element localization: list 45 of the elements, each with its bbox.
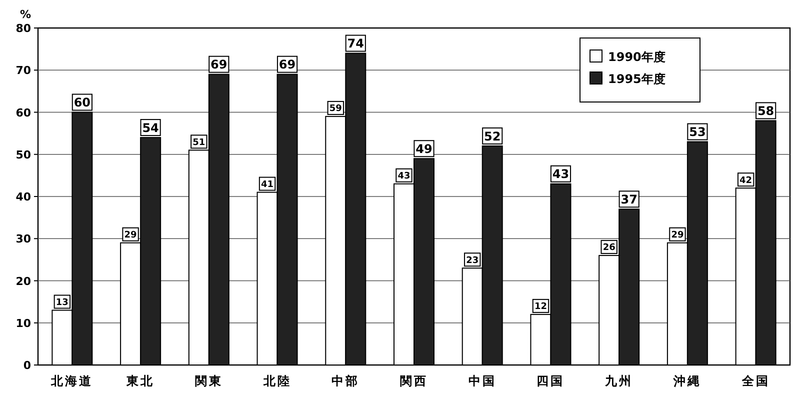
data-label: 49 (416, 142, 432, 156)
x-tick-label: 中部 (332, 374, 360, 388)
y-tick-label: 60 (16, 106, 32, 120)
data-label: 59 (329, 104, 342, 114)
x-tick-label: 関東 (194, 374, 223, 388)
data-label: 69 (210, 58, 228, 72)
data-label: 26 (602, 243, 616, 254)
data-label: 29 (671, 230, 684, 241)
x-tick-label: 中国 (468, 374, 496, 388)
data-label: 29 (124, 230, 137, 241)
data-label: 53 (689, 125, 706, 140)
x-tick-label: 四国 (536, 374, 565, 388)
data-label: 74 (347, 36, 364, 51)
x-tick-label: 全国 (740, 374, 770, 388)
data-label: 37 (620, 192, 638, 206)
y-tick-label: 80 (16, 22, 32, 35)
data-label: 12 (534, 302, 547, 312)
x-tick-label: 北陸 (262, 374, 292, 388)
data-label: 13 (56, 298, 68, 308)
x-tick-label: 北海道 (50, 374, 94, 388)
y-tick-label: 0 (23, 359, 32, 372)
data-label: 54 (142, 120, 159, 135)
x-tick-label: 東北 (126, 374, 155, 388)
legend-label: 1995年度 (608, 72, 666, 86)
data-label: 51 (192, 138, 206, 148)
y-axis-title: % (20, 8, 32, 21)
x-tick-label: 沖縄 (672, 374, 702, 388)
data-label: 42 (740, 176, 752, 186)
data-label: 41 (261, 180, 274, 190)
x-tick-label: 関西 (400, 374, 428, 388)
data-label: 23 (466, 256, 479, 266)
y-tick-label: 70 (16, 64, 32, 78)
x-tick-label: 九州 (604, 374, 634, 388)
data-label: 43 (398, 172, 410, 182)
legend-label: 1990年度 (608, 50, 666, 64)
data-label: 52 (484, 129, 501, 144)
data-label: 58 (757, 104, 774, 118)
data-label: 69 (278, 58, 296, 72)
data-label: 43 (552, 167, 570, 182)
y-tick-label: 40 (16, 190, 32, 204)
y-tick-label: 50 (16, 148, 32, 162)
data-label: 60 (74, 96, 91, 110)
y-tick-label: 30 (16, 232, 32, 246)
y-tick-label: 10 (16, 316, 32, 330)
y-tick-label: 20 (16, 274, 32, 288)
